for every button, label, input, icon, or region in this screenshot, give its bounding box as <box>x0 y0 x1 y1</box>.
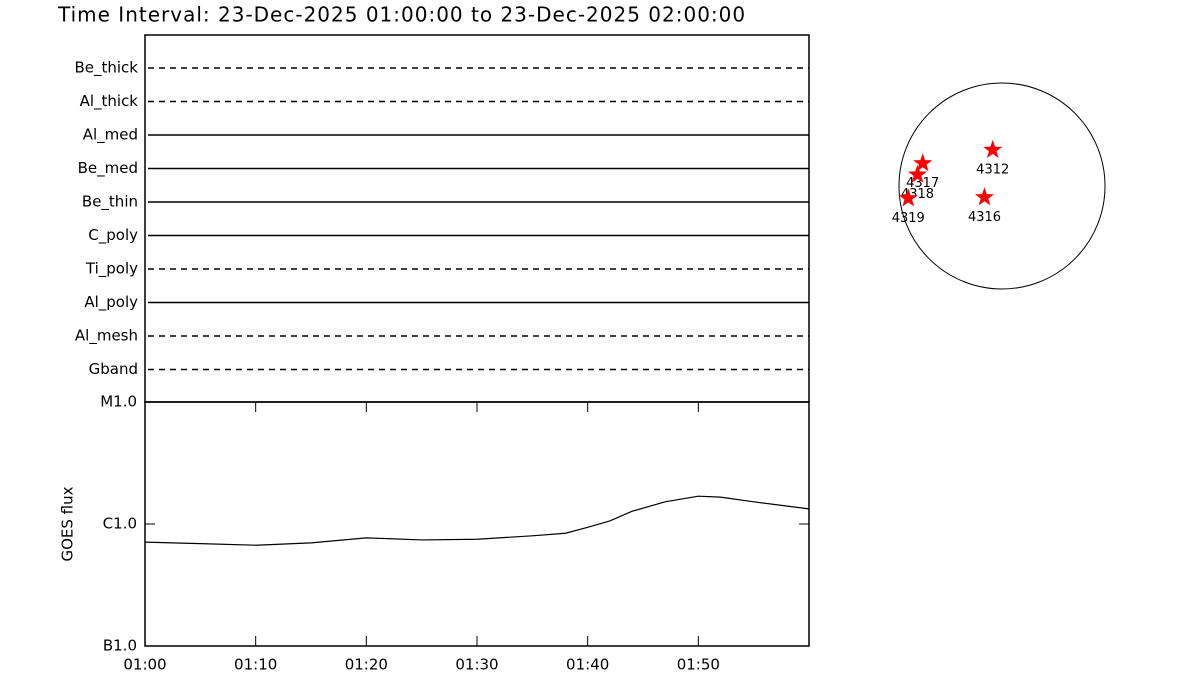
filter-label: Gband <box>89 360 138 378</box>
filter-label: Be_thick <box>74 59 138 78</box>
x-tick-label: 01:00 <box>123 656 166 674</box>
region-star <box>913 153 933 172</box>
filter-label: Al_med <box>83 126 138 145</box>
filter-label: Ti_poly <box>85 260 138 279</box>
region-star <box>908 164 928 183</box>
filter-label: Al_poly <box>84 293 138 312</box>
timeline-frame <box>144 34 810 403</box>
y-tick-label: C1.0 <box>103 515 137 533</box>
region-star <box>898 188 918 207</box>
x-tick-label: 01:30 <box>455 656 498 674</box>
filter-label: Be_thin <box>82 193 138 212</box>
region-label: 4312 <box>976 162 1009 177</box>
y-axis-title: GOES flux <box>59 486 77 561</box>
goes-frame <box>144 401 810 647</box>
region-label: 4319 <box>892 211 925 226</box>
x-tick-label: 01:20 <box>345 656 388 674</box>
x-tick-label: 01:50 <box>677 656 720 674</box>
filter-label: Be_med <box>78 159 138 178</box>
x-tick-label: 01:10 <box>234 656 277 674</box>
filter-label: Al_mesh <box>75 327 138 346</box>
y-tick-label: B1.0 <box>103 637 137 655</box>
solar-disk <box>898 82 1106 290</box>
y-tick-label: M1.0 <box>100 393 137 411</box>
chart-title: Time Interval: 23-Dec-2025 01:00:00 to 2… <box>57 3 746 27</box>
filter-label: C_poly <box>88 226 138 245</box>
filter-label: Al_thick <box>80 92 139 111</box>
region-label: 4316 <box>968 210 1001 225</box>
region-star <box>975 187 994 206</box>
goes-curve <box>144 495 810 546</box>
x-tick-label: 01:40 <box>566 656 609 674</box>
region-star <box>983 139 1003 158</box>
